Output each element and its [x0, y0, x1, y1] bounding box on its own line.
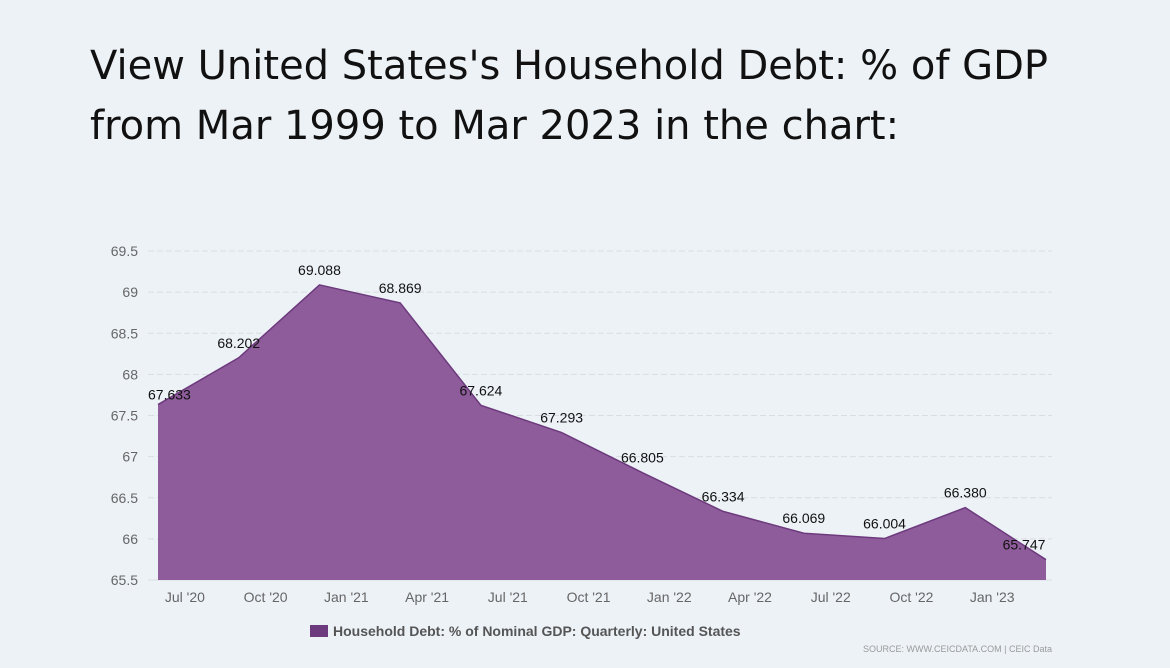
x-tick-label: Jan '22	[647, 589, 692, 605]
x-tick-label: Oct '21	[567, 589, 611, 605]
x-tick-label: Jan '23	[970, 589, 1015, 605]
data-label: 66.004	[863, 516, 906, 532]
legend-swatch	[310, 625, 328, 637]
x-tick-label: Jul '21	[488, 589, 528, 605]
data-label: 68.202	[217, 335, 260, 351]
y-tick-label: 69	[122, 284, 138, 300]
page-title: View United States's Household Debt: % o…	[90, 43, 1049, 149]
y-tick-label: 67.5	[111, 408, 138, 424]
x-tick-label: Oct '22	[889, 589, 933, 605]
y-tick-label: 68.5	[111, 325, 138, 341]
data-label: 66.334	[702, 488, 745, 504]
data-label: 67.633	[148, 387, 191, 403]
data-label: 68.869	[379, 280, 422, 296]
y-tick-label: 69.5	[111, 243, 138, 259]
series-area	[158, 284, 1046, 580]
source-note: SOURCE: WWW.CEICDATA.COM | CEIC Data	[863, 644, 1052, 654]
data-label: 66.805	[621, 450, 664, 466]
x-tick-label: Jan '21	[324, 589, 369, 605]
data-label: 66.069	[782, 510, 825, 526]
x-tick-label: Jul '22	[811, 589, 851, 605]
data-label: 67.624	[459, 382, 502, 398]
y-axis-ticks: 65.5 66 66.5 67 67.5 68 68.5 69 69.5	[111, 243, 138, 588]
series-line	[157, 284, 1047, 561]
x-tick-label: Apr '21	[405, 589, 449, 605]
y-tick-label: 66.5	[111, 490, 138, 506]
x-tick-label: Jul '20	[165, 589, 205, 605]
data-labels: 67.633 68.202 69.088 68.869 67.624 67.293 66.8…	[148, 262, 1046, 553]
y-tick-label: 67	[122, 449, 138, 465]
y-tick-label: 68	[122, 366, 138, 382]
y-tick-label: 65.5	[111, 572, 138, 588]
plot-area	[157, 284, 1047, 580]
x-tick-label: Apr '22	[728, 589, 772, 605]
legend[interactable]: Household Debt: % of Nominal GDP: Quarte…	[310, 623, 741, 639]
y-tick-label: 66	[122, 531, 138, 547]
x-tick-label: Oct '20	[244, 589, 288, 605]
x-axis-ticks: Jul '20 Oct '20 Jan '21 Apr '21 Jul '21 Oct '…	[165, 589, 1015, 605]
data-label: 69.088	[298, 262, 341, 278]
legend-label[interactable]: Household Debt: % of Nominal GDP: Quarte…	[333, 623, 741, 639]
data-label: 67.293	[540, 410, 583, 426]
data-label: 65.747	[1003, 537, 1046, 553]
data-label: 66.380	[944, 485, 987, 501]
